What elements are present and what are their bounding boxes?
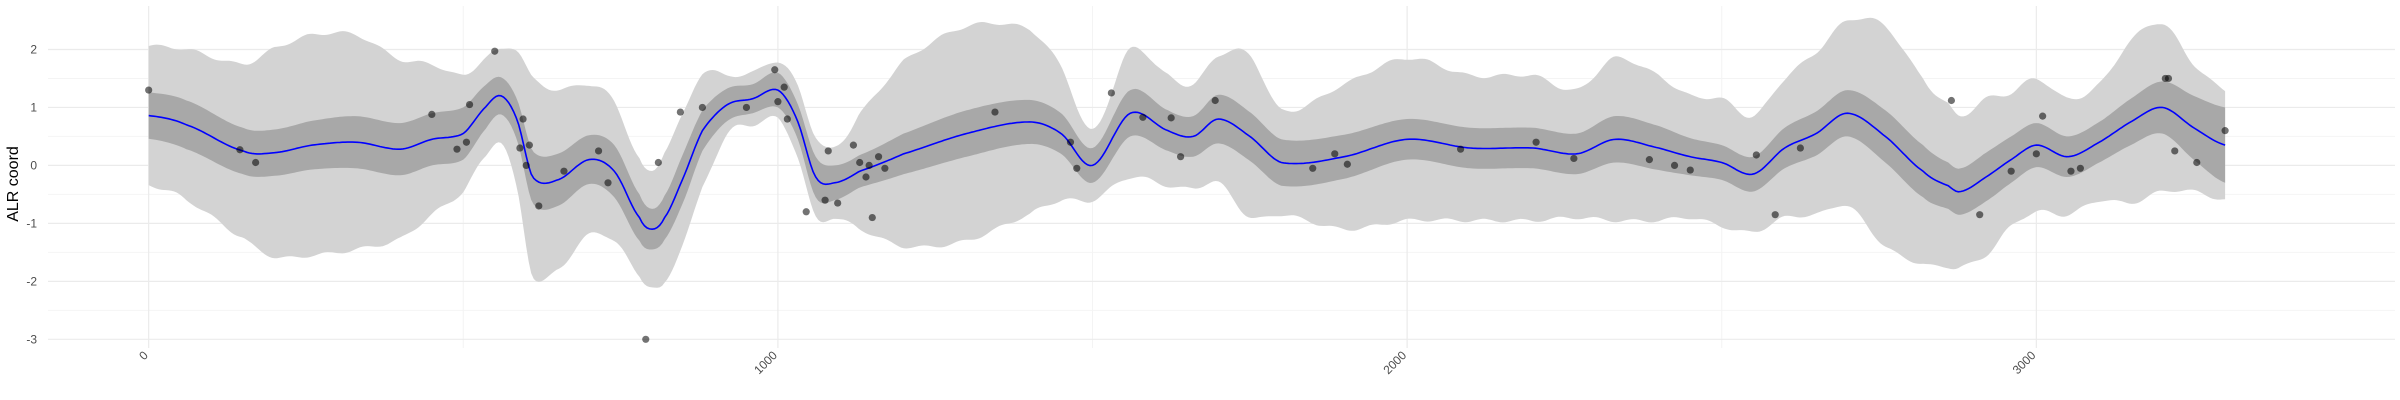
inner-ribbon	[148, 72, 2226, 250]
data-point	[465, 100, 474, 109]
data-point	[1066, 138, 1075, 146]
data-point	[1457, 145, 1465, 153]
data-point	[821, 196, 829, 204]
y-tick-label: 0	[30, 158, 37, 172]
data-point	[2067, 167, 2075, 175]
x-tick-label: 1000	[751, 348, 780, 377]
data-point	[1073, 164, 1081, 172]
data-point	[1139, 113, 1147, 121]
data-point	[516, 144, 524, 152]
observed-points	[145, 47, 2229, 343]
data-point	[594, 147, 603, 155]
data-point	[1796, 144, 1804, 152]
data-point	[2171, 147, 2179, 155]
data-point	[1211, 96, 1219, 105]
data-point	[783, 115, 791, 123]
data-point	[519, 115, 527, 123]
y-tick-label: -2	[26, 274, 37, 288]
data-point	[1771, 211, 1779, 219]
x-tick-label: 0	[136, 348, 151, 363]
data-point	[462, 138, 471, 146]
data-point	[428, 110, 436, 118]
data-point	[874, 153, 883, 161]
data-point	[862, 173, 870, 181]
data-point	[2164, 74, 2173, 83]
data-point	[2039, 112, 2047, 120]
data-point	[771, 66, 779, 74]
data-point	[560, 167, 568, 175]
x-axis-ticks: 0 1000 2000 3000	[136, 348, 2039, 377]
data-point	[1752, 151, 1760, 159]
data-point	[654, 158, 662, 167]
data-point	[2193, 158, 2201, 167]
data-point	[1947, 96, 1955, 105]
data-point	[1309, 164, 1317, 172]
data-point	[252, 158, 260, 167]
data-point	[881, 164, 889, 172]
y-tick-label: 1	[30, 100, 37, 114]
data-point	[1167, 114, 1175, 122]
data-point	[780, 83, 788, 91]
data-point	[865, 161, 873, 170]
data-point	[525, 141, 533, 149]
data-point	[1686, 166, 1694, 174]
data-point	[1331, 150, 1339, 158]
data-point	[1343, 160, 1351, 168]
data-point	[236, 146, 244, 154]
data-point	[2007, 167, 2015, 175]
mean-line	[148, 88, 2226, 231]
data-point	[1107, 89, 1115, 97]
data-point	[522, 161, 530, 170]
data-point	[698, 103, 706, 112]
data-point	[834, 199, 842, 207]
data-point	[2032, 150, 2040, 158]
data-point	[774, 98, 782, 106]
data-point	[991, 108, 999, 116]
data-point	[1177, 153, 1185, 161]
data-point	[868, 213, 876, 222]
data-point	[1976, 211, 1984, 219]
y-axis-ticks: -3 -2 -1 0 1 2	[26, 42, 37, 346]
data-point	[145, 86, 153, 94]
data-point	[453, 145, 461, 153]
data-point	[2076, 164, 2084, 172]
data-point	[642, 335, 650, 343]
data-point	[604, 179, 612, 187]
data-point	[1570, 154, 1578, 163]
data-point	[856, 158, 864, 167]
data-point	[1532, 138, 1540, 146]
data-point	[535, 202, 543, 210]
data-point	[676, 108, 684, 116]
data-point	[742, 103, 751, 112]
y-tick-label: 2	[30, 42, 37, 56]
x-tick-label: 2000	[1380, 348, 1409, 377]
data-point	[849, 141, 858, 149]
data-point	[802, 208, 810, 216]
data-point	[491, 47, 499, 55]
y-axis-title: ALR coord	[5, 146, 22, 222]
y-tick-label: -3	[26, 332, 37, 346]
data-point	[824, 147, 832, 155]
y-tick-label: -1	[26, 216, 37, 230]
data-point	[1645, 156, 1653, 164]
data-point	[2221, 127, 2229, 135]
x-tick-label: 3000	[2010, 348, 2039, 377]
data-point	[1670, 161, 1679, 170]
